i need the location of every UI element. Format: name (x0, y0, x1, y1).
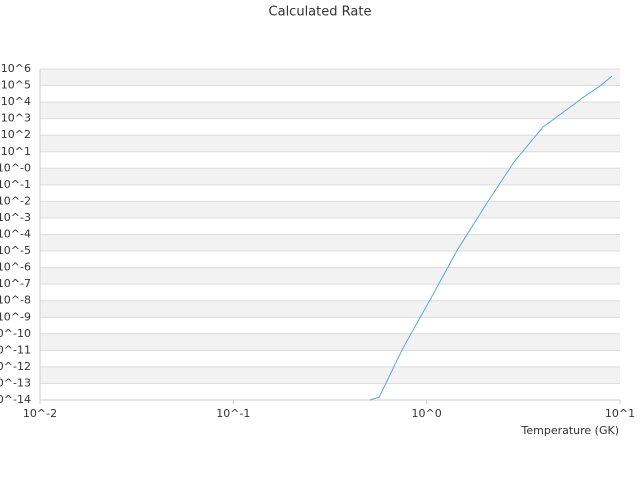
x-axis-label: Temperature (GK) (521, 424, 620, 437)
y-tick-label: 10^-11 (0, 343, 31, 356)
y-tick-label: 10^-0 (0, 161, 31, 174)
y-tick-label: 10^-5 (0, 244, 31, 257)
grid-band (40, 168, 620, 185)
y-tick-label: 10^4 (1, 95, 31, 108)
y-tick-label: 10^3 (1, 112, 31, 125)
y-tick-label: 10^5 (1, 79, 31, 92)
grid-band (40, 201, 620, 218)
grid-band (40, 135, 620, 152)
grid-band (40, 333, 620, 351)
y-tick-label: 10^6 (1, 62, 31, 75)
y-tick-label: 10^-8 (0, 294, 31, 307)
chart-title: Calculated Rate (269, 5, 372, 20)
y-tick-label: 10^2 (1, 128, 31, 141)
y-tick-label: 10^1 (1, 145, 31, 158)
y-tick-label: 10^-2 (0, 194, 31, 207)
grid-band (40, 234, 620, 252)
y-tick-label: 10^-10 (0, 327, 31, 340)
y-tick-label: 10^-1 (0, 178, 31, 191)
x-tick-label: 10^-1 (216, 407, 250, 420)
y-tick-label: 10^-4 (0, 228, 31, 241)
data-line (369, 75, 613, 401)
y-tick-label: 10^-12 (0, 360, 31, 373)
y-tick-label: 10^-3 (0, 211, 31, 224)
y-tick-label: 10^-13 (0, 376, 31, 389)
x-tick-label: 10^0 (412, 407, 442, 420)
grid-band (40, 102, 620, 119)
y-tick-label: 10^-14 (0, 393, 31, 406)
grid-band (40, 69, 620, 86)
x-tick-label: 10^-2 (23, 407, 57, 420)
y-tick-label: 10^-6 (0, 261, 31, 274)
y-tick-label: 10^-7 (0, 277, 31, 290)
y-tick-label: 10^-9 (0, 310, 31, 323)
grid-band (40, 366, 620, 384)
grid-band (40, 267, 620, 285)
x-tick-label: 10^1 (605, 407, 635, 420)
grid-band (40, 300, 620, 318)
